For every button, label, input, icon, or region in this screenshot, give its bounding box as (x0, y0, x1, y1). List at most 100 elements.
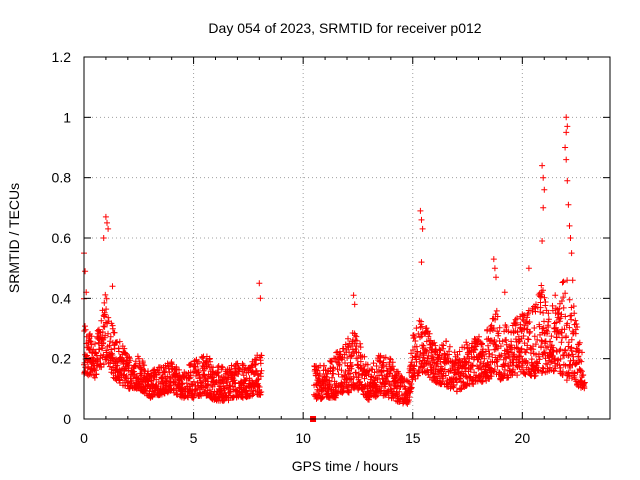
data-point (141, 362, 148, 369)
data-point (456, 348, 463, 355)
y-tick-label: 1 (63, 109, 71, 125)
data-point (257, 295, 264, 302)
data-point (493, 274, 499, 281)
data-point (257, 373, 264, 380)
data-point (123, 372, 130, 379)
data-point (336, 348, 343, 355)
data-point (101, 299, 108, 306)
data-point (559, 279, 566, 286)
data-point (496, 324, 503, 331)
x-tick-label: 15 (405, 430, 421, 446)
data-point (502, 366, 508, 373)
data-point (228, 362, 235, 369)
data-point (166, 368, 173, 375)
data-point (92, 340, 98, 347)
data-point (127, 357, 134, 364)
data-point (141, 386, 148, 393)
data-point (103, 295, 110, 302)
data-point (535, 360, 541, 367)
data-point (236, 365, 243, 372)
data-point (98, 317, 105, 324)
data-point (203, 357, 210, 364)
data-point (364, 361, 371, 368)
data-point (383, 377, 390, 384)
data-point (114, 339, 120, 346)
data-point (563, 114, 570, 121)
data-point (495, 330, 502, 337)
data-point (541, 186, 548, 193)
data-point (515, 359, 522, 366)
data-point (563, 156, 570, 163)
data-point (327, 383, 333, 390)
data-point (539, 364, 546, 371)
data-point (560, 294, 567, 301)
data-point (101, 311, 108, 318)
data-point (353, 333, 360, 340)
data-point (556, 362, 563, 369)
data-point (199, 380, 206, 387)
data-point (104, 219, 110, 226)
data-point (497, 343, 504, 350)
data-point (425, 352, 432, 359)
data-point (562, 290, 569, 297)
data-point (456, 369, 462, 376)
data-point (553, 334, 560, 341)
x-axis-label: GPS time / hours (292, 458, 399, 474)
data-point (481, 355, 488, 362)
data-point (258, 389, 265, 395)
data-point (98, 364, 105, 371)
data-point (541, 349, 548, 356)
data-point (126, 362, 133, 369)
data-point (503, 336, 510, 343)
data-point (108, 346, 115, 353)
data-point (543, 327, 550, 334)
data-point (357, 340, 364, 347)
data-point (472, 346, 479, 353)
data-point (257, 357, 264, 364)
data-point (545, 324, 552, 330)
data-point (517, 321, 524, 328)
data-point (219, 364, 226, 371)
data-point (90, 346, 97, 353)
axis-ticks (83, 56, 610, 420)
data-point (122, 350, 129, 357)
data-point (411, 333, 418, 340)
data-point (321, 362, 327, 369)
data-point (567, 235, 574, 241)
data-point (374, 376, 381, 383)
data-point (338, 367, 345, 374)
data-point (566, 296, 573, 303)
data-point (426, 330, 433, 337)
data-point (220, 380, 227, 387)
data-point (347, 370, 354, 377)
data-point (258, 352, 265, 359)
data-point (215, 363, 222, 369)
data-point (485, 342, 491, 349)
data-point (253, 368, 260, 375)
data-point (350, 292, 357, 299)
data-point (412, 375, 419, 382)
data-point (541, 294, 548, 301)
data-point (509, 356, 516, 363)
data-point (115, 348, 122, 355)
data-point (91, 374, 98, 381)
data-point (525, 336, 532, 343)
data-point (412, 338, 419, 344)
data-point (361, 353, 368, 360)
data-point (525, 265, 532, 272)
data-point (467, 373, 473, 380)
data-point (514, 372, 521, 379)
data-point (109, 354, 116, 361)
data-point (454, 388, 460, 395)
data-point (419, 225, 426, 232)
grid-lines (84, 57, 610, 419)
y-tick-label: 0 (63, 411, 71, 427)
data-point (563, 333, 570, 340)
data-point (540, 287, 546, 294)
data-point (408, 384, 415, 391)
data-point (538, 282, 545, 289)
data-point (415, 372, 421, 379)
data-point (542, 299, 549, 305)
data-point (319, 394, 326, 401)
data-point (214, 370, 221, 377)
